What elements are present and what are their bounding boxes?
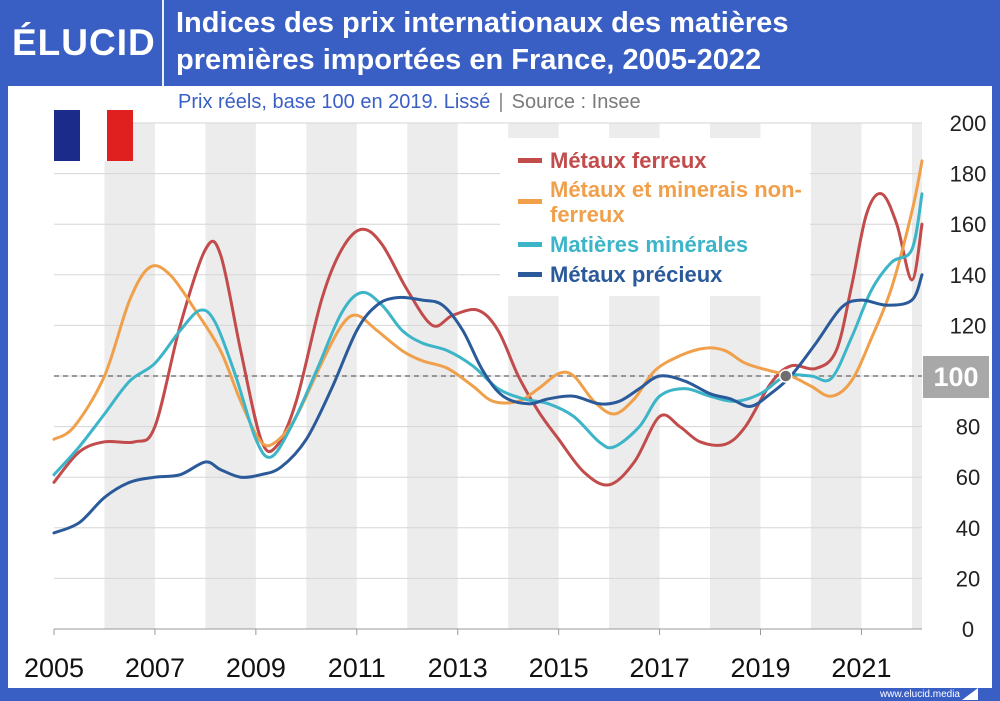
x-tick-label: 2019: [730, 653, 790, 683]
x-tick-label: 2017: [630, 653, 690, 683]
series-line-metaux-ferreux: [52, 192, 924, 487]
y-tick-label: 20: [956, 566, 980, 591]
x-tick-label: 2007: [125, 653, 185, 683]
y-tick-label: 180: [950, 162, 987, 187]
subtitle-separator: |: [498, 91, 504, 113]
legend-swatch: [518, 242, 542, 247]
legend-swatch: [518, 199, 542, 204]
y-tick-label: 60: [956, 465, 980, 490]
source-text: Source : Insee: [511, 91, 641, 113]
chart-title: Indices des prix internationaux des mati…: [176, 5, 996, 79]
legend-label: Matières minérales: [550, 232, 749, 257]
reference-badge: 100: [923, 356, 989, 398]
france-flag-icon: [54, 110, 133, 161]
chart-legend: Métaux ferreux Métaux et minerais non-fe…: [500, 138, 810, 296]
legend-label: Métaux précieux: [550, 262, 723, 287]
flag-stripe-blue: [54, 110, 81, 161]
y-tick-label: 0: [962, 617, 974, 642]
logo-divider: [162, 0, 164, 86]
footer-url[interactable]: www.elucid.media: [879, 689, 960, 700]
legend-label: Métaux et minerais non-ferreux: [550, 177, 802, 227]
flag-stripe-red: [106, 110, 133, 161]
x-tick-label: 2011: [328, 653, 386, 683]
x-tick-label: 2013: [428, 653, 488, 683]
chart-title-line2: premières importées en France, 2005-2022: [176, 44, 762, 76]
y-tick-label: 40: [956, 516, 980, 541]
chart-title-line1: Indices des prix internationaux des mati…: [176, 7, 789, 39]
x-tick-label: 2015: [529, 653, 589, 683]
header-banner: [0, 0, 1000, 86]
flag-stripe-white: [80, 110, 107, 161]
x-tick-label: 2021: [831, 653, 891, 683]
legend-swatch: [518, 272, 542, 277]
x-tick-label: 2009: [226, 653, 286, 683]
x-tick-label: 2005: [24, 653, 84, 683]
base-point-marker: [778, 369, 793, 383]
legend-label: Métaux ferreux: [550, 148, 707, 173]
y-tick-label: 80: [956, 415, 980, 440]
elucid-logo[interactable]: ÉLUCID: [12, 22, 156, 63]
y-tick-label: 200: [950, 111, 987, 136]
y-tick-label: 140: [950, 263, 987, 288]
elucid-mark-icon: [962, 688, 978, 700]
series-line-non-ferreux: [52, 159, 924, 448]
subtitle-text: Prix réels, base 100 en 2019. Lissé: [178, 91, 491, 113]
y-tick-label: 160: [950, 212, 987, 237]
chart-subtitle: Prix réels, base 100 en 2019. Lissé | Sour…: [178, 89, 641, 115]
series-line-matieres-minerales: [52, 192, 924, 477]
series-line-metaux-precieux: [52, 273, 924, 535]
y-tick-label: 120: [950, 313, 987, 338]
legend-swatch: [518, 158, 542, 163]
